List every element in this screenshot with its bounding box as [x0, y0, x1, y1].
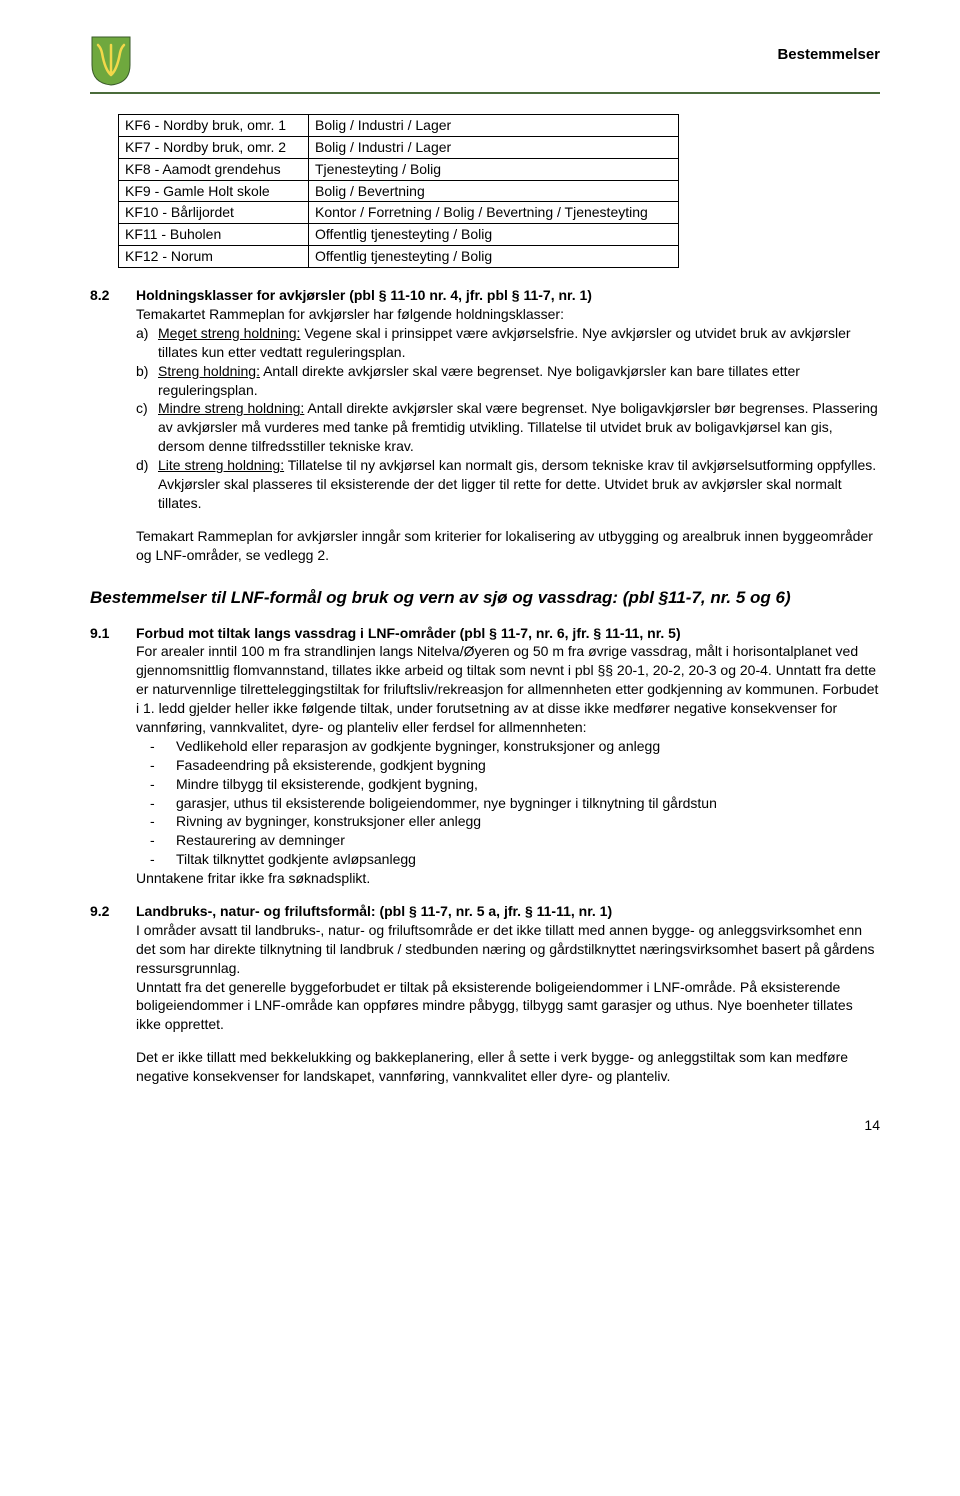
- section-title: Landbruks-, natur- og friluftsformål: (p…: [136, 903, 612, 919]
- table-cell: KF10 - Bårlijordet: [119, 202, 309, 224]
- table-cell: Bolig / Industri / Lager: [309, 114, 679, 136]
- heading-lnf: Bestemmelser til LNF-formål og bruk og v…: [90, 587, 880, 610]
- list-item: Mindre tilbygg til eksisterende, godkjen…: [176, 775, 880, 794]
- table-row: KF7 - Nordby bruk, omr. 2Bolig / Industr…: [119, 136, 679, 158]
- table-row: KF10 - BårlijordetKontor / Forretning / …: [119, 202, 679, 224]
- list-item: Meget streng holdning: Vegene skal i pri…: [158, 324, 880, 362]
- list-item: Lite streng holdning: Tillatelse til ny …: [158, 456, 880, 513]
- section-intro: Temakartet Rammeplan for avkjørsler har …: [136, 306, 564, 322]
- section-number: 9.1: [90, 624, 136, 888]
- holdning-label: Lite streng holdning:: [158, 457, 284, 473]
- paragraph: Unntatt fra det generelle byggeforbudet …: [136, 979, 853, 1033]
- table-cell: Tjenesteyting / Bolig: [309, 158, 679, 180]
- table-cell: KF7 - Nordby bruk, omr. 2: [119, 136, 309, 158]
- list-item: garasjer, uthus til eksisterende boligei…: [176, 794, 880, 813]
- municipal-shield-icon: [90, 35, 132, 92]
- section-body: For arealer inntil 100 m fra strandlinje…: [136, 643, 878, 735]
- table-row: KF6 - Nordby bruk, omr. 1Bolig / Industr…: [119, 114, 679, 136]
- section-number: 8.2: [90, 286, 136, 513]
- section-after: Unntakene fritar ikke fra søknadsplikt.: [136, 870, 370, 886]
- table-row: KF8 - Aamodt grendehusTjenesteyting / Bo…: [119, 158, 679, 180]
- table-cell: KF8 - Aamodt grendehus: [119, 158, 309, 180]
- section-9-1: 9.1 Forbud mot tiltak langs vassdrag i L…: [90, 624, 880, 888]
- list-item: Streng holdning: Antall direkte avkjørsl…: [158, 362, 880, 400]
- page-number: 14: [90, 1116, 880, 1135]
- section-8-2-outro: Temakart Rammeplan for avkjørsler inngår…: [90, 527, 880, 565]
- list-item: Restaurering av demninger: [176, 831, 880, 850]
- section-8-2: 8.2 Holdningsklasser for avkjørsler (pbl…: [90, 286, 880, 513]
- section-9-2: 9.2 Landbruks-, natur- og friluftsformål…: [90, 902, 880, 1086]
- table-cell: Offentlig tjenesteyting / Bolig: [309, 246, 679, 268]
- table-cell: Offentlig tjenesteyting / Bolig: [309, 224, 679, 246]
- paragraph: I områder avsatt til landbruks-, natur- …: [136, 922, 875, 976]
- table-cell: Bolig / Industri / Lager: [309, 136, 679, 158]
- page-header: Bestemmelser: [90, 40, 880, 94]
- holdning-label: Streng holdning:: [158, 363, 260, 379]
- table-row: KF12 - NorumOffentlig tjenesteyting / Bo…: [119, 246, 679, 268]
- exception-list: Vedlikehold eller reparasjon av godkjent…: [136, 737, 880, 869]
- holdning-label: Meget streng holdning:: [158, 325, 300, 341]
- list-item: Vedlikehold eller reparasjon av godkjent…: [176, 737, 880, 756]
- section-title: Holdningsklasser for avkjørsler (pbl § 1…: [136, 287, 592, 303]
- table-cell: Bolig / Bevertning: [309, 180, 679, 202]
- holdning-list: Meget streng holdning: Vegene skal i pri…: [136, 324, 880, 513]
- holdning-label: Mindre streng holdning:: [158, 400, 304, 416]
- table-cell: Kontor / Forretning / Bolig / Bevertning…: [309, 202, 679, 224]
- table-cell: KF12 - Norum: [119, 246, 309, 268]
- table-row: KF9 - Gamle Holt skoleBolig / Bevertning: [119, 180, 679, 202]
- kf-table: KF6 - Nordby bruk, omr. 1Bolig / Industr…: [118, 114, 679, 268]
- header-title: Bestemmelser: [777, 45, 880, 65]
- table-cell: KF11 - Buholen: [119, 224, 309, 246]
- list-item: Fasadeendring på eksisterende, godkjent …: [176, 756, 880, 775]
- table-cell: KF6 - Nordby bruk, omr. 1: [119, 114, 309, 136]
- section-number: 9.2: [90, 902, 136, 1086]
- list-item: Tiltak tilknyttet godkjente avløpsanlegg: [176, 850, 880, 869]
- section-title: Forbud mot tiltak langs vassdrag i LNF-o…: [136, 625, 681, 641]
- table-cell: KF9 - Gamle Holt skole: [119, 180, 309, 202]
- paragraph: Det er ikke tillatt med bekkelukking og …: [136, 1049, 848, 1084]
- list-item: Rivning av bygninger, konstruksjoner ell…: [176, 812, 880, 831]
- table-row: KF11 - BuholenOffentlig tjenesteyting / …: [119, 224, 679, 246]
- list-item: Mindre streng holdning: Antall direkte a…: [158, 399, 880, 456]
